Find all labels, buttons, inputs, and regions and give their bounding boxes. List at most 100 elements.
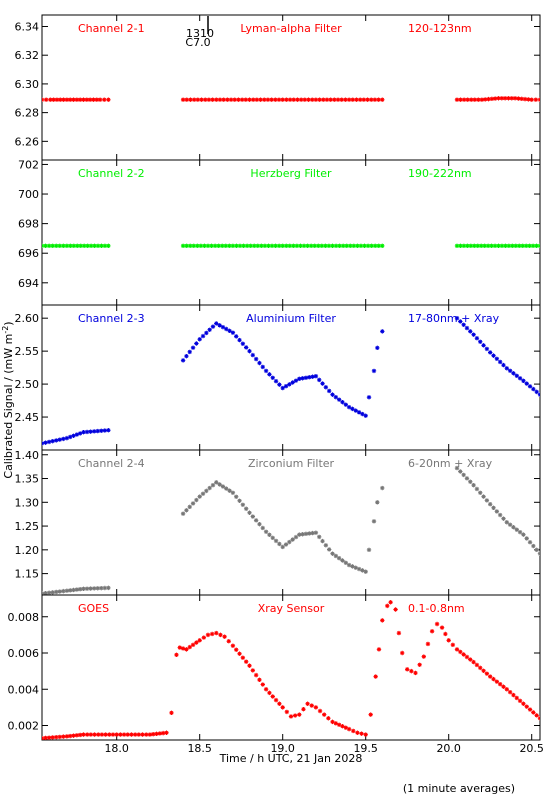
data-point [371, 519, 377, 524]
data-point [469, 97, 474, 102]
data-point [95, 243, 101, 249]
data-point [450, 642, 456, 648]
data-point [328, 97, 333, 102]
data-point [42, 441, 45, 446]
data-point [273, 697, 279, 703]
data-point [421, 654, 426, 659]
data-point [190, 501, 196, 506]
data-point [310, 530, 315, 536]
x-tick-label: 19.5 [353, 742, 378, 755]
data-point [140, 732, 145, 737]
data-point [269, 97, 274, 102]
data-point [303, 531, 309, 537]
data-point [263, 368, 269, 374]
data-point [313, 373, 319, 379]
data-point [351, 243, 357, 249]
data-point [284, 709, 290, 715]
data-point [326, 716, 331, 721]
data-point [240, 341, 246, 346]
data-point [50, 590, 55, 595]
data-point [471, 332, 476, 337]
data-point [458, 97, 463, 102]
data-point [353, 565, 358, 570]
y-tick-label: 698 [18, 218, 39, 231]
x-tick-label: 18.0 [104, 742, 129, 755]
data-point [333, 243, 339, 249]
data-point [265, 97, 271, 102]
y-axis-title-close: ) [2, 321, 15, 325]
data-point [298, 243, 303, 249]
y-tick-label: 700 [18, 188, 39, 201]
data-point [184, 97, 189, 102]
data-point [321, 97, 326, 102]
data-point [121, 732, 127, 737]
panel-series [42, 315, 540, 446]
data-point [54, 97, 60, 102]
data-point [474, 486, 480, 492]
data-point [54, 734, 59, 740]
data-point [210, 324, 216, 329]
data-point [288, 714, 294, 719]
data-point [129, 732, 134, 737]
data-point [307, 375, 312, 380]
data-point [337, 243, 342, 249]
data-point [92, 243, 97, 249]
data-point [97, 97, 103, 102]
data-point [61, 436, 66, 442]
data-point [227, 488, 232, 493]
data-point [301, 243, 307, 249]
y-tick-label: 0.006 [8, 647, 40, 660]
data-point [531, 386, 536, 392]
data-point [57, 589, 62, 594]
y-tick-label: 0.008 [8, 611, 40, 624]
data-point [346, 404, 352, 410]
data-point [91, 586, 97, 591]
data-point [291, 243, 296, 249]
data-point [514, 373, 519, 378]
data-point [180, 97, 186, 102]
data-point [68, 434, 73, 440]
data-point [454, 243, 460, 249]
data-point [110, 732, 116, 737]
data-point [106, 585, 111, 591]
data-point [280, 544, 285, 550]
data-point [187, 504, 192, 510]
data-point [464, 654, 470, 660]
data-point [216, 243, 221, 249]
data-point [301, 706, 306, 712]
data-point [237, 243, 243, 249]
data-point [343, 725, 348, 730]
data-point [512, 96, 518, 101]
data-point [531, 710, 536, 715]
data-point [533, 97, 539, 102]
data-point [84, 586, 90, 591]
data-point [537, 716, 540, 721]
data-point [269, 243, 275, 249]
data-point [481, 668, 486, 673]
data-point [507, 689, 513, 695]
data-point [283, 542, 289, 547]
data-point [95, 586, 100, 591]
data-point [376, 97, 381, 102]
data-point [74, 733, 80, 738]
data-point [169, 710, 174, 716]
data-point [484, 346, 490, 352]
data-point [99, 428, 104, 433]
data-point [180, 511, 186, 516]
data-point [513, 243, 518, 249]
data-point [317, 97, 322, 102]
data-point [58, 97, 63, 102]
data-point [488, 501, 493, 507]
data-point [484, 498, 490, 503]
panel-frame [41, 449, 541, 596]
data-point [471, 659, 476, 665]
data-point [247, 663, 252, 668]
data-point [267, 532, 272, 538]
data-point [224, 486, 229, 491]
data-point [350, 97, 355, 102]
data-point [184, 647, 189, 652]
data-point [499, 243, 505, 249]
data-point [355, 730, 360, 735]
data-point [339, 97, 344, 102]
data-point [71, 733, 76, 738]
